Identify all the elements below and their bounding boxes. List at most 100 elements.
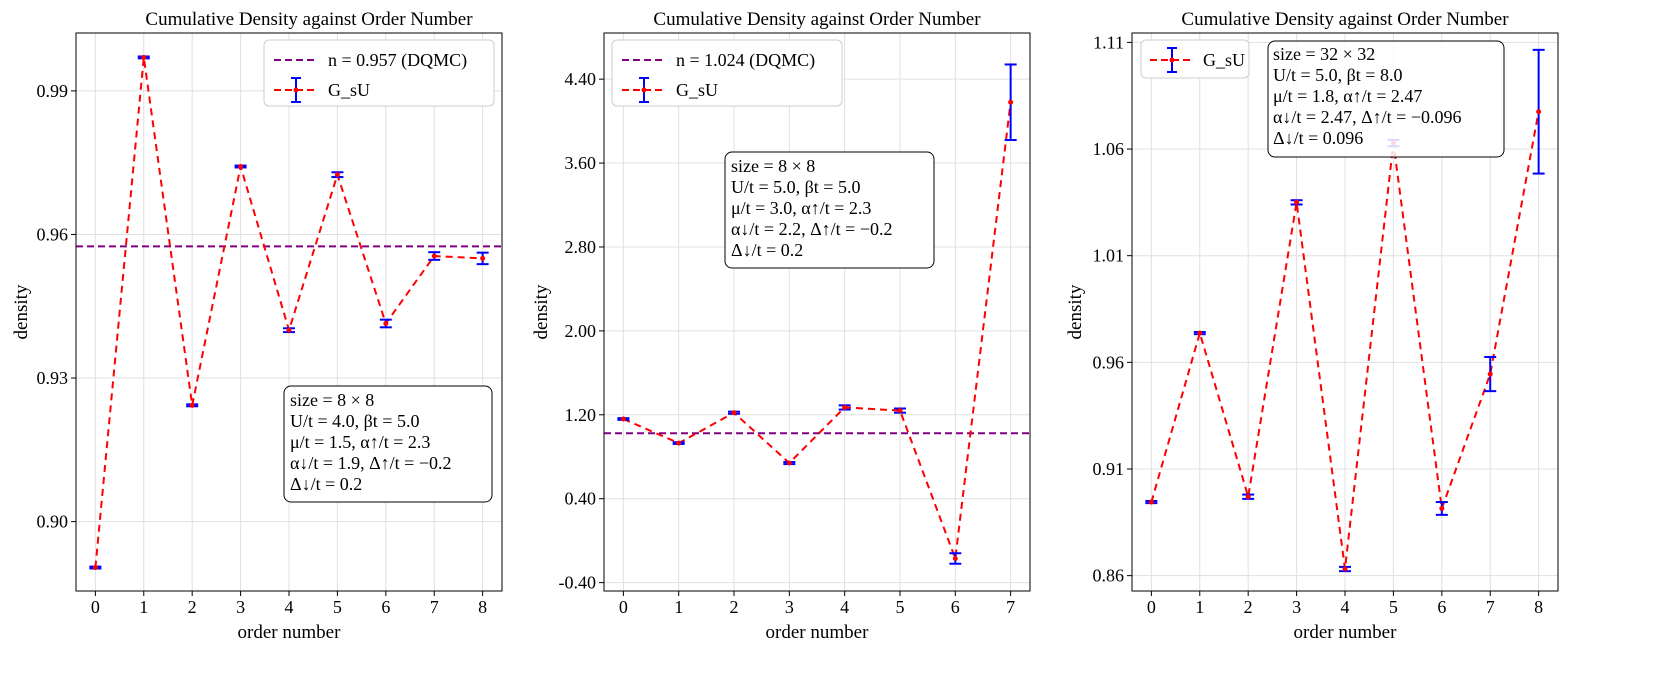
data-point xyxy=(1487,371,1493,377)
legend: G_sU xyxy=(1140,39,1250,79)
data-point xyxy=(897,408,903,414)
data-point xyxy=(731,410,737,416)
x-tick-label: 8 xyxy=(1534,597,1543,617)
y-tick-label: 1.11 xyxy=(1093,32,1124,52)
parameter-line: α↓/t = 2.2, Δ↑/t = −0.2 xyxy=(731,219,892,239)
y-tick-label: 2.80 xyxy=(565,237,597,257)
parameter-line: μ/t = 1.5, α↑/t = 2.3 xyxy=(290,432,430,452)
data-point xyxy=(1536,109,1542,115)
data-point xyxy=(1342,566,1348,572)
y-tick-label: 0.40 xyxy=(565,489,597,509)
y-tick-label: 1.20 xyxy=(565,405,597,425)
legend-series-swatch xyxy=(622,77,666,103)
y-axis-label: density xyxy=(531,284,552,339)
data-point xyxy=(1294,199,1300,205)
x-tick-label: 0 xyxy=(91,597,100,617)
legend-series-swatch xyxy=(1150,47,1194,73)
x-tick-label: 7 xyxy=(1006,597,1015,617)
data-point xyxy=(431,253,437,259)
legend-series-label: G_sU xyxy=(1203,50,1245,70)
parameter-line: Δ↓/t = 0.2 xyxy=(290,474,362,494)
data-point xyxy=(141,54,147,60)
data-point xyxy=(92,565,98,571)
data-point xyxy=(1197,330,1203,336)
y-axis-label: density xyxy=(11,284,32,339)
x-tick-label: 5 xyxy=(1389,597,1398,617)
parameter-box: size = 32 × 32 U/t = 5.0, βt = 8.0 μ/t =… xyxy=(1267,40,1505,158)
data-point xyxy=(786,460,792,466)
x-tick-label: 6 xyxy=(1437,597,1446,617)
x-tick-label: 5 xyxy=(333,597,342,617)
x-axis-label: order number xyxy=(238,622,342,643)
y-tick-label: 0.96 xyxy=(37,224,69,244)
x-axis-label: order number xyxy=(1294,622,1398,643)
data-point xyxy=(620,416,626,422)
parameter-line: U/t = 4.0, βt = 5.0 xyxy=(290,411,419,431)
data-point xyxy=(1008,99,1014,105)
parameter-line: μ/t = 3.0, α↑/t = 2.3 xyxy=(731,198,871,218)
x-tick-label: 0 xyxy=(1147,597,1156,617)
legend-series-label: G_sU xyxy=(676,80,718,100)
x-tick-label: 4 xyxy=(285,597,294,617)
y-tick-label: -0.40 xyxy=(559,573,597,593)
x-axis-label: order number xyxy=(766,622,870,643)
y-tick-label: 0.99 xyxy=(37,81,69,101)
x-tick-label: 3 xyxy=(1292,597,1301,617)
x-tick-label: 2 xyxy=(730,597,739,617)
data-point xyxy=(334,172,340,178)
parameter-line: U/t = 5.0, βt = 5.0 xyxy=(731,177,860,197)
y-tick-label: 0.86 xyxy=(1093,566,1125,586)
data-point xyxy=(676,440,682,446)
data-point xyxy=(1148,499,1154,505)
data-point xyxy=(480,255,486,261)
x-tick-label: 7 xyxy=(1486,597,1495,617)
data-point xyxy=(952,555,958,561)
y-tick-label: 0.90 xyxy=(37,512,69,532)
legend: n = 1.024 (DQMC) G_sU xyxy=(611,39,843,107)
x-tick-label: 7 xyxy=(430,597,439,617)
x-tick-label: 1 xyxy=(674,597,683,617)
y-tick-label: 4.40 xyxy=(565,69,597,89)
parameter-line: U/t = 5.0, βt = 8.0 xyxy=(1273,65,1402,85)
parameter-line: Δ↓/t = 0.2 xyxy=(731,240,803,260)
parameter-line: size = 32 × 32 xyxy=(1273,44,1375,64)
x-tick-label: 3 xyxy=(785,597,794,617)
chart-panel-1: Cumulative Density against Order Number … xyxy=(11,9,503,643)
legend-series-label: G_sU xyxy=(328,80,370,100)
y-tick-label: 1.01 xyxy=(1093,246,1125,266)
plot-frame xyxy=(603,32,1031,592)
chart-title: Cumulative Density against Order Number xyxy=(1181,9,1509,30)
chart-panel-3: Cumulative Density against Order Number … xyxy=(1065,9,1559,643)
data-point xyxy=(842,404,848,410)
legend-ref-label: n = 1.024 (DQMC) xyxy=(676,50,815,71)
data-point xyxy=(1439,505,1445,511)
parameter-line: Δ↓/t = 0.096 xyxy=(1273,128,1363,148)
data-point xyxy=(383,320,389,326)
x-tick-label: 1 xyxy=(1195,597,1204,617)
legend-series-swatch xyxy=(274,77,318,103)
parameter-line: size = 8 × 8 xyxy=(290,390,374,410)
x-tick-label: 8 xyxy=(478,597,487,617)
parameter-line: μ/t = 1.8, α↑/t = 2.47 xyxy=(1273,86,1422,106)
x-tick-label: 2 xyxy=(188,597,197,617)
data-point xyxy=(189,402,195,408)
legend: n = 0.957 (DQMC) G_sU xyxy=(263,39,495,107)
x-tick-label: 4 xyxy=(840,597,849,617)
parameter-box: size = 8 × 8 U/t = 4.0, βt = 5.0 μ/t = 1… xyxy=(283,385,493,503)
chart-panel-2: Cumulative Density against Order Number … xyxy=(531,9,1031,643)
y-tick-label: 0.93 xyxy=(37,368,69,388)
chart-title: Cumulative Density against Order Number xyxy=(145,9,473,30)
parameter-line: α↓/t = 2.47, Δ↑/t = −0.096 xyxy=(1273,107,1461,127)
y-axis-label: density xyxy=(1065,284,1086,339)
y-tick-label: 3.60 xyxy=(565,153,597,173)
data-point xyxy=(1245,494,1251,500)
data-point xyxy=(286,327,292,333)
data-point xyxy=(238,164,244,170)
y-tick-label: 0.91 xyxy=(1093,459,1125,479)
x-tick-label: 3 xyxy=(236,597,245,617)
legend-ref-label: n = 0.957 (DQMC) xyxy=(328,50,467,71)
x-tick-label: 5 xyxy=(895,597,904,617)
chart-title: Cumulative Density against Order Number xyxy=(653,9,981,30)
x-tick-label: 6 xyxy=(381,597,390,617)
